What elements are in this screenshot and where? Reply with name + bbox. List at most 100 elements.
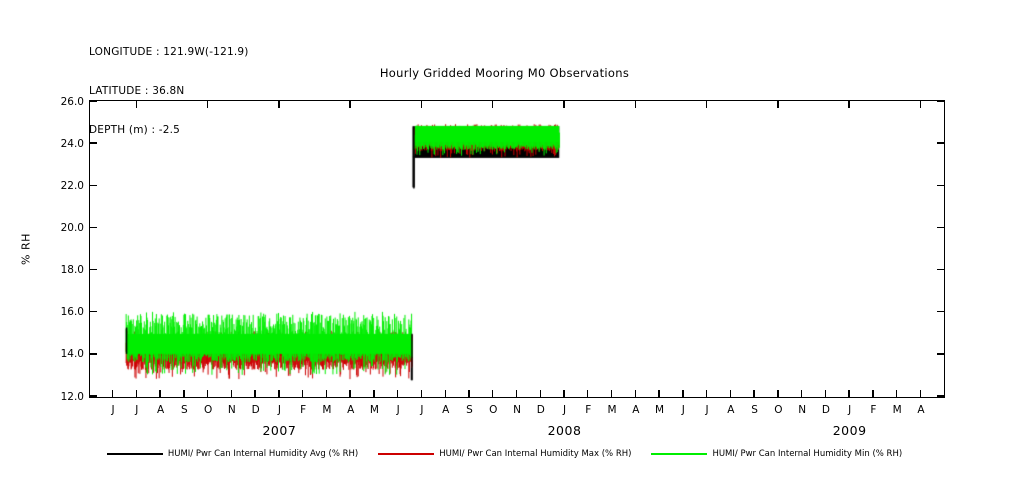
legend-item-max: HUMI/ Pwr Can Internal Humidity Max (% R… [378,449,631,459]
x-axis-year-label: 2007 [262,423,297,438]
x-tick-mark [777,390,779,397]
y-tick-mark [937,268,944,271]
x-tick-mark [254,390,256,397]
x-tick-mark [325,390,328,397]
y-tick-label: 20.0 [60,221,84,234]
y-tick-label: 12.0 [60,390,84,403]
x-tick-mark [895,390,898,397]
x-tick-mark [301,390,304,397]
chart-legend: HUMI/ Pwr Can Internal Humidity Avg (% R… [0,449,1009,459]
legend-item-avg: HUMI/ Pwr Can Internal Humidity Avg (% R… [106,449,359,459]
x-tick-label: M [607,404,617,416]
x-tick-mark [705,390,708,397]
x-tick-label: O [489,404,498,416]
x-tick-mark [800,390,803,397]
legend-label-avg: HUMI/ Pwr Can Internal Humidity Avg (% R… [167,449,359,459]
x-tick-mark-top [278,101,280,108]
y-tick-mark [937,353,944,355]
series-plot-canvas [90,101,943,396]
latitude-text: LATITUDE : 36.8N [89,85,185,97]
x-tick-mark [230,390,233,397]
x-tick-mark [111,390,114,397]
y-axis-label: % RH [19,233,33,265]
x-tick-label: M [655,404,665,416]
y-tick-mark [90,395,97,397]
x-tick-label: A [632,404,640,416]
x-tick-label: J [111,404,115,416]
x-tick-label: J [681,404,685,416]
y-tick-mark [90,268,97,271]
x-tick-mark [824,390,827,397]
x-tick-label: S [466,404,473,416]
x-tick-label: N [798,404,807,416]
y-tick-mark [90,353,97,355]
x-tick-label: J [705,404,709,416]
y-tick-mark [937,142,944,144]
x-tick-mark [349,390,351,397]
y-tick-mark [90,100,97,102]
plot-area [89,100,945,398]
x-tick-label: F [300,404,307,416]
x-tick-mark [610,390,613,397]
x-tick-mark [135,390,138,397]
x-tick-label: A [347,404,355,416]
y-tick-label: 26.0 [60,95,84,108]
y-tick-mark [90,311,97,313]
y-tick-mark [90,226,97,229]
x-tick-mark-top [705,101,708,108]
x-tick-label: A [156,404,165,416]
y-tick-mark [90,184,97,186]
x-axis-year-label: 2008 [547,423,582,438]
x-tick-label: N [513,404,521,416]
x-tick-label: N [227,404,236,416]
y-tick-label: 16.0 [60,306,84,319]
x-tick-label: O [203,404,213,416]
y-tick-mark [937,184,944,186]
legend-swatch-min [651,453,708,455]
x-tick-mark [444,390,446,397]
x-tick-label: O [774,404,783,416]
x-tick-mark [753,390,755,397]
x-tick-mark-top [777,101,779,108]
x-tick-label: D [536,404,545,416]
x-tick-label: M [322,404,332,416]
x-tick-mark-top [420,101,423,108]
x-tick-label: S [751,404,758,416]
x-axis-year-label: 2009 [832,423,867,438]
x-tick-mark-top [848,101,850,108]
x-tick-mark [492,390,494,397]
x-tick-mark [373,390,375,397]
x-tick-mark [420,390,423,397]
x-tick-mark [848,390,850,397]
x-tick-mark [468,390,470,397]
chart-title: Hourly Gridded Mooring M0 Observations [379,66,630,80]
longitude-text: LONGITUDE : 121.9W(-121.9) [89,46,249,58]
x-tick-label: J [562,404,567,416]
y-tick-label: 24.0 [60,137,84,150]
y-tick-mark [937,226,944,229]
x-tick-label: J [277,404,281,416]
x-tick-mark-top [563,101,565,108]
y-tick-mark [90,142,97,144]
x-tick-label: F [585,404,592,416]
x-tick-label: F [870,404,877,416]
x-tick-label: S [181,404,188,416]
legend-item-min: HUMI/ Pwr Can Internal Humidity Min (% R… [651,449,902,459]
x-tick-mark [919,390,922,397]
y-tick-label: 14.0 [60,348,84,361]
x-tick-label: J [135,404,139,416]
x-tick-mark [206,390,209,397]
legend-label-min: HUMI/ Pwr Can Internal Humidity Min (% R… [712,449,903,459]
x-tick-mark [278,390,280,397]
y-tick-mark [937,395,944,397]
x-tick-mark [539,390,541,397]
x-tick-label: A [917,404,925,416]
x-tick-mark-top [919,101,922,108]
x-tick-mark [563,390,565,397]
legend-label-max: HUMI/ Pwr Can Internal Humidity Max (% R… [439,449,632,459]
x-tick-mark [183,390,185,397]
x-tick-mark [396,390,399,397]
x-tick-label: M [892,404,902,416]
x-tick-mark [872,390,874,397]
x-tick-mark [159,390,161,397]
